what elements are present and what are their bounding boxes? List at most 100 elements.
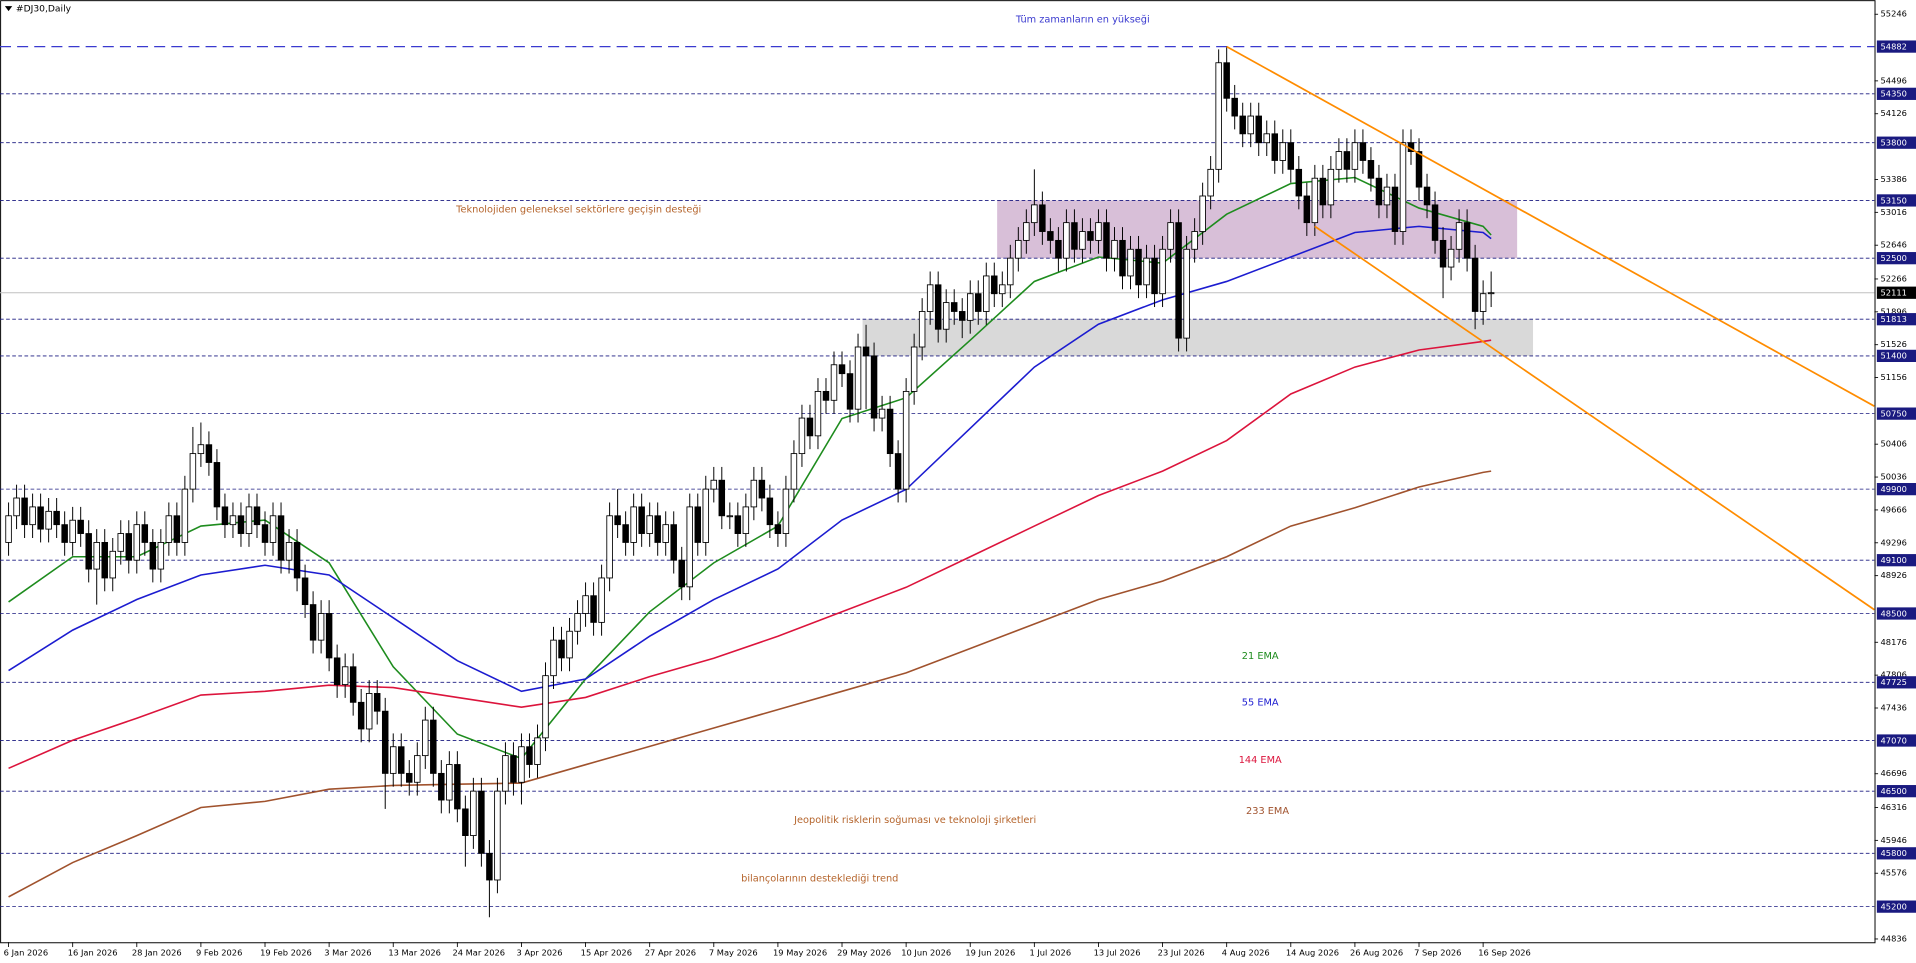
candle-body [686, 506, 693, 588]
y-tick-label: 51526 [1881, 339, 1907, 349]
trendline [1226, 45, 1875, 407]
candle-body [1231, 97, 1238, 117]
x-tick-label: 19 May 2026 [773, 948, 827, 958]
x-tick-label: 16 Sep 2026 [1478, 948, 1531, 958]
candle-body [494, 790, 501, 881]
candle-body [1255, 115, 1262, 144]
candle-body [1071, 222, 1078, 250]
y-tick-label: 51156 [1881, 372, 1907, 382]
zone [862, 319, 1534, 356]
level-label: 49900 [1881, 484, 1907, 494]
level-label: 53150 [1881, 195, 1907, 205]
x-tick-label: 28 Jan 2026 [132, 948, 182, 958]
candle-body [325, 613, 333, 659]
x-tick-label: 3 Apr 2026 [517, 948, 563, 958]
candle-body [1015, 239, 1022, 259]
candle-body [814, 390, 822, 437]
candle-body [1111, 239, 1118, 259]
level-label: 52500 [1881, 253, 1907, 263]
menu-icon[interactable] [4, 6, 13, 12]
level-label: 46500 [1881, 786, 1907, 796]
y-tick-label: 48926 [1881, 570, 1907, 580]
candle-body [357, 701, 365, 730]
x-tick-label: 27 Apr 2026 [645, 948, 696, 958]
candle-body [37, 506, 44, 530]
candle-body [1151, 257, 1158, 295]
candle-body [53, 510, 60, 526]
level-label: 51813 [1881, 314, 1907, 324]
candle-body [1143, 257, 1150, 286]
candle-body [766, 497, 774, 526]
x-tick-label: 13 Jul 2026 [1094, 948, 1141, 958]
candle-body [1399, 142, 1407, 232]
candle-body [782, 488, 790, 534]
candle-body [1423, 186, 1431, 206]
candle-body [237, 515, 245, 534]
y-tick-label: 51896 [1881, 306, 1907, 316]
y-tick-label: 48176 [1881, 637, 1907, 647]
candle-body [750, 479, 758, 508]
candle-body [526, 746, 533, 765]
x-tick-label: 26 Aug 2026 [1350, 948, 1403, 958]
candle-body [69, 519, 76, 543]
candle-body [253, 506, 261, 526]
candle-body [341, 666, 349, 685]
x-tick-label: 29 May 2026 [837, 948, 891, 958]
candle-body [422, 719, 429, 757]
level-label-box [1876, 313, 1916, 326]
candle-body [1127, 248, 1134, 277]
candle-body [638, 506, 645, 534]
candle-body [117, 533, 125, 552]
candle-body [61, 524, 68, 543]
level-label-box [1876, 676, 1916, 689]
candle-body [1031, 204, 1038, 224]
candle-body [774, 524, 782, 534]
candle-body [1375, 177, 1383, 206]
y-tick-label: 45576 [1881, 868, 1907, 878]
candle-body [1191, 231, 1198, 250]
x-tick-label: 13 Mar 2026 [388, 948, 441, 958]
candle-body [430, 719, 437, 774]
legend-label: 21 EMA [1242, 651, 1279, 662]
x-tick-label: 16 Jan 2026 [68, 948, 118, 958]
candle-body [742, 506, 750, 534]
y-tick-label: 52266 [1881, 273, 1907, 283]
candle-body [702, 488, 710, 543]
candle-body [21, 497, 28, 526]
level-label: 47725 [1881, 677, 1907, 687]
level-label: 47070 [1881, 735, 1907, 745]
candle-body [622, 524, 629, 543]
candle-body [870, 355, 878, 419]
x-tick-label: 14 Aug 2026 [1286, 948, 1339, 958]
level-label-box [1876, 407, 1916, 420]
candle-body [93, 542, 100, 570]
candle-body [1007, 257, 1014, 286]
level-label: 45800 [1881, 848, 1907, 858]
y-tick-label: 45946 [1881, 835, 1907, 845]
candle-body [173, 515, 181, 543]
y-tick-label: 54496 [1881, 75, 1907, 85]
level-label-box [1876, 87, 1916, 100]
candle-body [29, 506, 36, 526]
candle-body [1327, 168, 1335, 206]
x-tick-label: 23 Jul 2026 [1158, 948, 1205, 958]
candle-body [45, 510, 52, 530]
level-label: 54350 [1881, 89, 1907, 99]
candle-body [1359, 142, 1367, 161]
candle-body [534, 737, 541, 765]
candle-body [406, 772, 413, 783]
candle-body [1351, 142, 1359, 170]
candle-body [942, 302, 950, 330]
ema-line [8, 339, 1492, 770]
candle-body [221, 506, 229, 526]
candle-body [414, 755, 421, 783]
y-tick-label: 53016 [1881, 207, 1907, 217]
candle-body [1295, 168, 1303, 197]
candle-body [718, 479, 726, 517]
level-label: 50750 [1881, 408, 1907, 418]
candle-body [966, 293, 974, 321]
candle-body [438, 772, 445, 801]
candle-body [838, 364, 846, 375]
candle-body [806, 417, 814, 437]
